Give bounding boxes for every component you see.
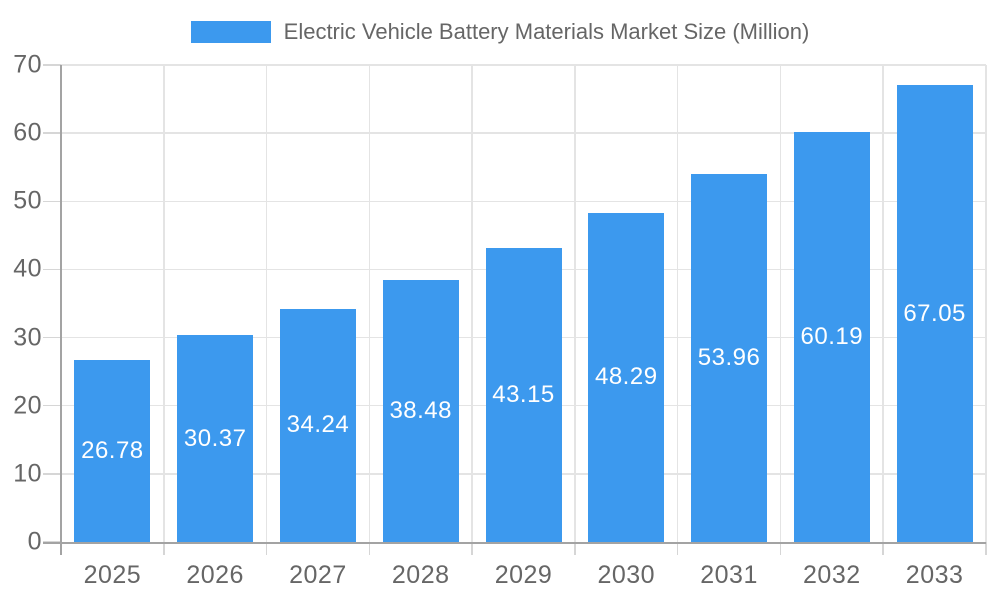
x-axis-tick [882,542,884,555]
bar-value-label: 48.29 [594,363,658,391]
x-tick-label: 2033 [905,561,964,589]
bar[interactable]: 26.78 [74,359,151,542]
bar-value-label: 34.24 [286,411,350,439]
bar[interactable]: 48.29 [588,212,665,542]
bar[interactable]: 60.19 [793,131,870,542]
bar[interactable]: 43.15 [485,247,562,542]
gridline-vertical [985,65,987,542]
x-tick-label: 2031 [700,561,758,589]
x-tick-label: 2025 [83,561,142,589]
x-tick-label: 2029 [494,561,553,589]
x-axis-tick [368,542,371,555]
bar[interactable]: 38.48 [382,279,459,542]
y-axis-tick [43,473,61,475]
x-tick-label: 2027 [289,561,347,589]
x-axis-line [43,542,986,544]
bar-value-label: 38.48 [389,396,452,424]
gridline-horizontal [61,132,986,134]
gridline-vertical [265,65,268,542]
y-axis-tick [43,64,61,66]
x-axis-tick [779,542,782,555]
bar[interactable]: 34.24 [279,308,356,542]
y-axis-tick [43,200,61,203]
legend: Electric Vehicle Battery Materials Marke… [0,19,1000,45]
legend-label[interactable]: Electric Vehicle Battery Materials Marke… [283,19,810,44]
bar[interactable]: 30.37 [177,335,254,542]
y-tick-label: 70 [13,50,42,79]
y-tick-label: 60 [13,118,42,147]
gridline-vertical [368,65,371,542]
x-axis-tick [471,542,473,555]
y-tick-label: 20 [13,391,42,420]
gridline-horizontal [61,64,986,66]
y-axis-tick [43,336,61,339]
y-axis-tick [43,268,61,271]
y-tick-label: 10 [13,459,42,488]
x-axis-tick [676,542,679,555]
x-axis-tick [574,542,576,555]
gridline-vertical [882,65,884,542]
x-tick-label: 2026 [186,561,244,589]
x-tick-label: 2030 [597,561,656,589]
bar-value-label: 67.05 [903,299,966,327]
bar[interactable]: 67.05 [896,85,973,542]
x-tick-label: 2032 [803,561,861,589]
gridline-vertical [163,65,165,542]
bar-value-label: 53.96 [697,344,761,372]
x-axis-tick [985,542,987,555]
bar-value-label: 30.37 [183,424,247,452]
y-tick-label: 0 [27,527,42,556]
y-tick-label: 40 [13,254,42,283]
x-axis-tick [163,542,165,555]
legend-swatch[interactable] [190,21,271,43]
y-axis-tick [43,404,61,407]
x-axis-tick [265,542,268,555]
bar[interactable]: 53.96 [691,174,768,542]
x-tick-label: 2028 [391,561,450,589]
gridline-vertical [676,65,679,542]
y-tick-label: 50 [13,186,42,215]
legend-item[interactable]: Electric Vehicle Battery Materials Marke… [190,19,810,45]
bar-value-label: 43.15 [492,380,555,408]
gridline-horizontal [61,200,986,203]
gridline-vertical [471,65,473,542]
y-tick-label: 30 [13,323,42,352]
y-axis-line [60,65,62,555]
gridline-vertical [779,65,782,542]
gridline-vertical [574,65,576,542]
bar-value-label: 60.19 [800,322,864,350]
bar-value-label: 26.78 [81,436,144,464]
y-axis-tick [43,132,61,134]
